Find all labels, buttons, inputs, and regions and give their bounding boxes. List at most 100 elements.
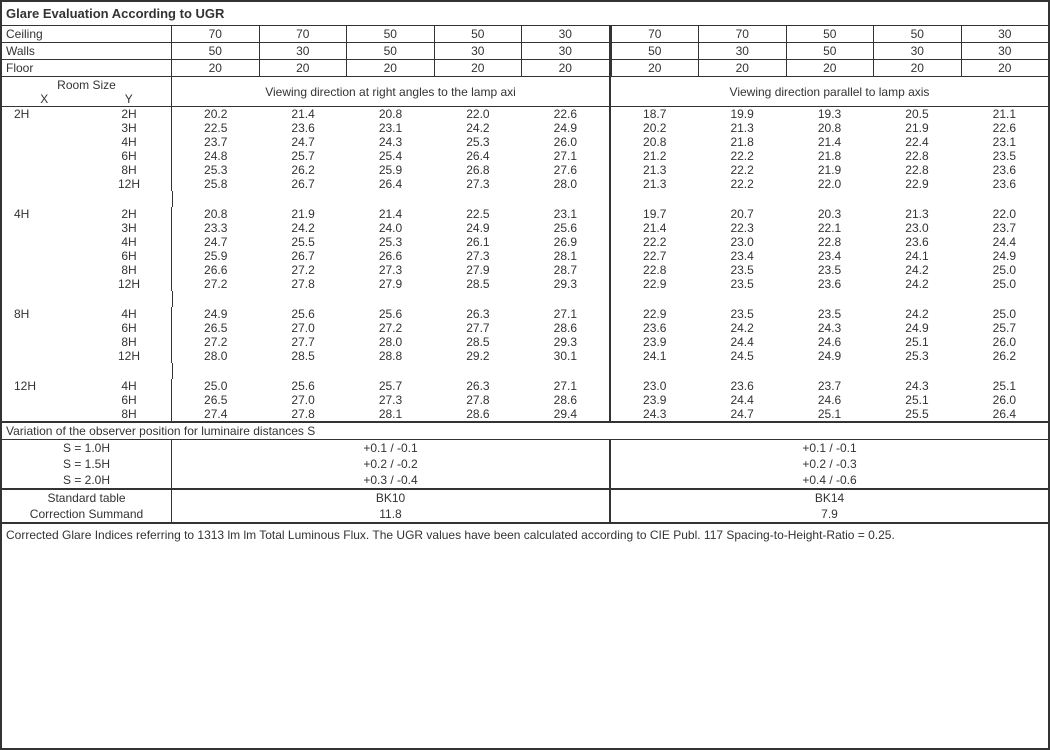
ugr-value: 23.5 <box>786 263 873 277</box>
ugr-value: 24.2 <box>434 121 521 135</box>
floor-value: 20 <box>874 60 962 76</box>
ugr-value: 20.8 <box>347 107 434 121</box>
ugr-value: 23.7 <box>961 221 1048 235</box>
ugr-value: 24.9 <box>786 349 873 363</box>
ceiling-value: 50 <box>787 26 875 42</box>
ugr-value: 22.5 <box>434 207 521 221</box>
ugr-value: 19.7 <box>609 207 698 221</box>
ugr-value: 20.8 <box>609 135 698 149</box>
variation-row: S = 2.0H+0.3 / -0.4+0.4 / -0.6 <box>2 472 1048 488</box>
floor-value: 20 <box>347 60 435 76</box>
ugr-value: 20.2 <box>609 121 698 135</box>
ugr-value: 24.3 <box>347 135 434 149</box>
ugr-value: 24.4 <box>961 235 1048 249</box>
ugr-value: 22.6 <box>961 121 1048 135</box>
ugr-value: 28.6 <box>522 393 609 407</box>
room-y: 6H <box>87 249 172 263</box>
variation-label: S = 2.0H <box>2 472 172 488</box>
ugr-value: 22.8 <box>609 263 698 277</box>
ugr-value: 24.9 <box>172 307 259 321</box>
ugr-value: 22.6 <box>522 107 609 121</box>
ugr-value: 25.6 <box>259 379 346 393</box>
ugr-value: 22.2 <box>698 149 785 163</box>
walls-value: 30 <box>260 43 348 59</box>
ugr-value: 26.2 <box>961 349 1048 363</box>
ugr-value: 24.8 <box>172 149 259 163</box>
room-y: 4H <box>87 135 172 149</box>
ugr-value: 24.2 <box>259 221 346 235</box>
ugr-value: 23.9 <box>609 393 698 407</box>
table-row: 12H27.227.827.928.529.322.923.523.624.22… <box>2 277 1048 291</box>
ugr-value: 24.6 <box>786 335 873 349</box>
ugr-value: 26.0 <box>961 335 1048 349</box>
ugr-value: 23.0 <box>609 379 698 393</box>
room-y: 8H <box>87 335 172 349</box>
ugr-value: 21.8 <box>698 135 785 149</box>
ugr-value: 22.9 <box>873 177 960 191</box>
ugr-value: 22.0 <box>961 207 1048 221</box>
room-y: 3H <box>87 221 172 235</box>
ugr-value: 29.4 <box>522 407 609 421</box>
ugr-value: 24.0 <box>347 221 434 235</box>
room-x: 4H <box>2 207 87 221</box>
ugr-value: 24.7 <box>698 407 785 421</box>
ugr-value: 27.1 <box>522 149 609 163</box>
ugr-value: 25.7 <box>259 149 346 163</box>
ugr-value: 24.2 <box>873 263 960 277</box>
standard-row: Correction Summand11.87.9 <box>2 506 1048 522</box>
table-row: 6H24.825.725.426.427.121.222.221.822.823… <box>2 149 1048 163</box>
ugr-value: 26.4 <box>434 149 521 163</box>
ugr-value: 25.5 <box>873 407 960 421</box>
room-y: 4H <box>87 307 172 321</box>
walls-value: 30 <box>435 43 523 59</box>
ugr-value: 24.9 <box>522 121 609 135</box>
standard-right: 7.9 <box>609 506 1048 522</box>
room-x: 2H <box>2 107 87 121</box>
ugr-value: 25.1 <box>786 407 873 421</box>
ugr-value: 23.6 <box>786 277 873 291</box>
ugr-value: 23.0 <box>873 221 960 235</box>
room-y: 6H <box>87 321 172 335</box>
ugr-value: 24.4 <box>698 335 785 349</box>
direction-header: Room Size X Y Viewing direction at right… <box>2 77 1048 106</box>
ugr-value: 28.5 <box>259 349 346 363</box>
room-y: 8H <box>87 163 172 177</box>
ugr-value: 21.4 <box>259 107 346 121</box>
ugr-value: 22.2 <box>698 163 785 177</box>
room-y: 3H <box>87 121 172 135</box>
ugr-value: 23.0 <box>698 235 785 249</box>
walls-value: 30 <box>522 43 610 59</box>
table-row: 12H4H25.025.625.726.327.123.023.623.724.… <box>2 379 1048 393</box>
table-row: 8H26.627.227.327.928.722.823.523.524.225… <box>2 263 1048 277</box>
variation-right: +0.2 / -0.3 <box>609 456 1048 472</box>
ugr-value: 29.3 <box>522 335 609 349</box>
ceiling-value: 30 <box>522 26 610 42</box>
table-row: 3H22.523.623.124.224.920.221.320.821.922… <box>2 121 1048 135</box>
ugr-value: 22.4 <box>873 135 960 149</box>
table-row: 8H4H24.925.625.626.327.122.923.523.524.2… <box>2 307 1048 321</box>
ugr-value: 20.8 <box>172 207 259 221</box>
ugr-value: 24.9 <box>873 321 960 335</box>
ugr-value: 21.3 <box>609 163 698 177</box>
room-x <box>2 163 87 177</box>
ugr-value: 26.2 <box>259 163 346 177</box>
ugr-value: 23.3 <box>172 221 259 235</box>
ugr-value: 21.4 <box>609 221 698 235</box>
table-row: 4H2H20.821.921.422.523.119.720.720.321.3… <box>2 207 1048 221</box>
ugr-value: 27.3 <box>434 177 521 191</box>
room-x <box>2 263 87 277</box>
ugr-value: 23.6 <box>259 121 346 135</box>
ugr-value: 26.8 <box>434 163 521 177</box>
ugr-value: 20.8 <box>786 121 873 135</box>
table-row: 4H24.725.525.326.126.922.223.022.823.624… <box>2 235 1048 249</box>
ugr-value: 22.7 <box>609 249 698 263</box>
room-x <box>2 335 87 349</box>
ugr-value: 24.9 <box>961 249 1048 263</box>
room-x <box>2 121 87 135</box>
ugr-value: 22.3 <box>698 221 785 235</box>
walls-value: 50 <box>610 43 700 59</box>
ugr-value: 23.1 <box>961 135 1048 149</box>
floor-value: 20 <box>787 60 875 76</box>
ugr-value: 25.0 <box>961 307 1048 321</box>
ugr-value: 27.1 <box>522 379 609 393</box>
